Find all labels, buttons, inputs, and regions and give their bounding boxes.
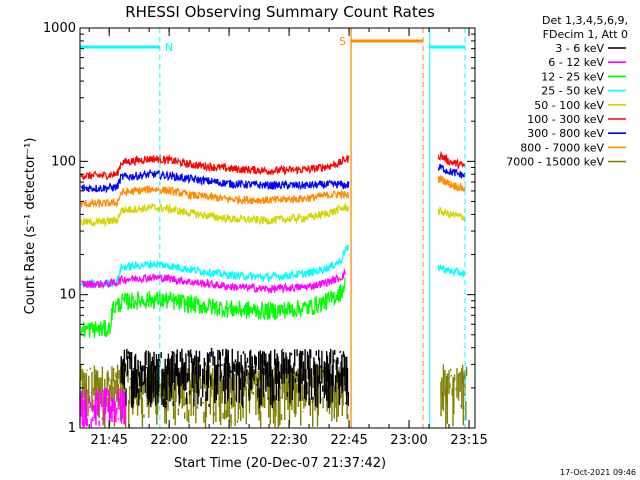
legend-header-line: FDecim 1, Att 0 <box>543 28 628 41</box>
series-line <box>80 163 466 194</box>
series-12-25-kev <box>80 277 346 339</box>
axes: 21:45 22:00 22:15 22:30 22:45 23:00 23:15 1 10 10… <box>43 21 488 448</box>
series-line <box>120 347 349 409</box>
series-line <box>80 201 466 228</box>
x-tick-label: 22:30 <box>270 433 307 448</box>
series-7000-15000-kev <box>440 364 468 428</box>
series-line <box>80 150 466 180</box>
legend-entry-label: 6 - 12 keV <box>548 56 604 69</box>
legend-entry-label: 3 - 6 keV <box>555 42 604 55</box>
series-line <box>440 364 468 428</box>
series-100-300-kev <box>80 150 466 180</box>
x-tick-label: 23:15 <box>450 433 487 448</box>
night-label: N <box>165 41 173 54</box>
legend-entry-label: 100 - 300 keV <box>527 113 604 126</box>
footer-timestamp: 17-Oct-2021 09:46 <box>560 468 636 477</box>
series-6-12-kev <box>80 268 346 295</box>
legend-header-line: Det 1,3,4,5,6,9, <box>542 14 628 27</box>
series-300-800-kev <box>80 163 466 194</box>
series-line <box>80 268 346 295</box>
plot-area <box>79 150 468 428</box>
legend-entry-label: 300 - 800 keV <box>527 127 604 140</box>
series-3-6-kev <box>120 347 349 409</box>
series-50-100-kev <box>80 201 466 228</box>
y-tick-label: 1000 <box>43 21 76 36</box>
chart-title: RHESSI Observing Summary Count Rates <box>125 3 435 21</box>
y-tick-label: 10 <box>59 288 76 303</box>
legend-entry-label: 7000 - 15000 keV <box>506 156 604 169</box>
saa-label: S <box>339 35 346 48</box>
series-line <box>80 175 466 208</box>
y-axis-label: Count Rate (s⁻¹ detector⁻¹) <box>23 138 38 315</box>
y-tick-label: 100 <box>51 154 76 169</box>
series-line <box>80 277 346 339</box>
legend-entry-label: 12 - 25 keV <box>541 70 604 83</box>
x-tick-label: 22:45 <box>330 433 367 448</box>
series-800-7000-kev <box>80 175 466 208</box>
x-tick-label: 23:00 <box>390 433 427 448</box>
series-line <box>80 243 466 289</box>
x-tick-label: 21:45 <box>90 433 127 448</box>
x-tick-label: 22:00 <box>150 433 187 448</box>
legend: Det 1,3,4,5,6,9,FDecim 1, Att 03 - 6 keV… <box>506 14 628 169</box>
legend-entry-label: 50 - 100 keV <box>534 99 604 112</box>
series-25-50-kev <box>80 243 466 289</box>
y-tick-label: 1 <box>68 421 76 436</box>
legend-entry-label: 800 - 7000 keV <box>520 141 604 154</box>
plot-frame <box>79 27 476 429</box>
legend-entry-label: 25 - 50 keV <box>541 85 604 98</box>
x-axis-label: Start Time (20-Dec-07 21:37:42) <box>174 456 386 471</box>
x-tick-label: 22:15 <box>210 433 247 448</box>
